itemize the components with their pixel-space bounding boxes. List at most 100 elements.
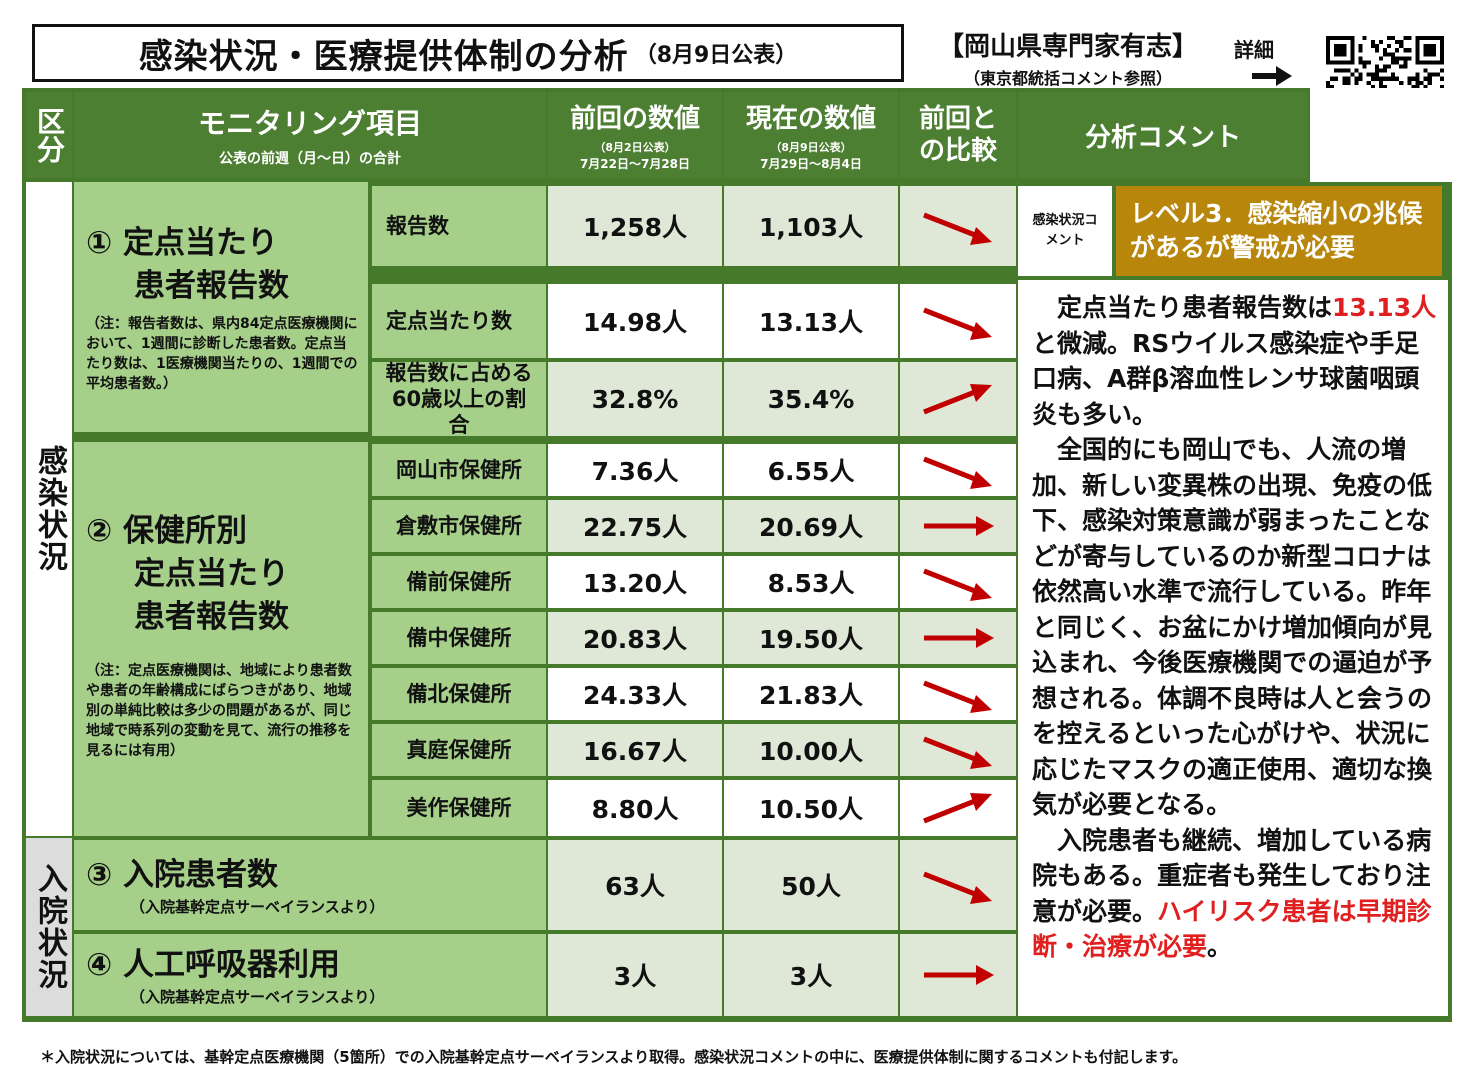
row-prev-value: 1,258人 bbox=[548, 186, 722, 266]
trend-down-arrow-icon bbox=[923, 456, 992, 489]
row-item-label: 倉敷市保健所 bbox=[372, 500, 546, 552]
row-curr-value: 13.13人 bbox=[724, 284, 898, 358]
row-trend bbox=[900, 362, 1016, 436]
comment-p3-red: ハイリスク患者は早期診断・治療が必要 bbox=[1032, 896, 1432, 962]
trend-flat-arrow-icon bbox=[924, 516, 994, 536]
title-date: （8月9日公表） bbox=[634, 43, 798, 68]
row-trend bbox=[900, 500, 1016, 552]
group-1-name-1: ① 定点当たり bbox=[86, 225, 279, 261]
org-name: 【岡山県専門家有志】 bbox=[937, 32, 1198, 62]
group-1: ① 定点当たり 患者報告数 （注：報告者数は、県内84定点医療機関において、1週… bbox=[74, 182, 368, 432]
group-4: ④ 人工呼吸器利用 （入院基幹定点サーベイランスより） bbox=[74, 934, 546, 1016]
comment-p1-red: 13.13人 bbox=[1332, 293, 1437, 322]
row-item-label: 報告数 bbox=[372, 186, 546, 266]
row-trend bbox=[900, 612, 1016, 664]
level-label: 感染状況コメント bbox=[1018, 186, 1112, 276]
row-trend bbox=[900, 186, 1016, 266]
row-prev-value: 16.67人 bbox=[548, 724, 722, 776]
comment-p3: 入院患者も継続、増加している病院もある。重症者も発生しており注意が必要。ハイリス… bbox=[1032, 823, 1438, 965]
row-prev-value: 8.80人 bbox=[548, 780, 722, 836]
row-trend bbox=[900, 444, 1016, 496]
row-item-label: 報告数に占める60歳以上の割合 bbox=[372, 361, 546, 437]
col-prev-label: 前回の数値 bbox=[569, 104, 700, 134]
row-curr-value: 19.50人 bbox=[724, 612, 898, 664]
row-item-label: 真庭保健所 bbox=[372, 724, 546, 776]
group-2: ② 保健所別 定点当たり 患者報告数 （注：定点医療機関は、地域により患者数や患… bbox=[74, 442, 368, 836]
trend-down-arrow-icon bbox=[923, 307, 992, 340]
group-4-note: （入院基幹定点サーベイランスより） bbox=[130, 987, 385, 1006]
group-3: ③ 入院患者数 （入院基幹定点サーベイランスより） bbox=[74, 840, 546, 930]
arrow-right-icon bbox=[1252, 66, 1292, 86]
row-item-label: 備前保健所 bbox=[372, 556, 546, 608]
trend-up-arrow-icon bbox=[923, 793, 992, 824]
group-2-name-2: 定点当たり bbox=[134, 556, 289, 592]
org-block: 【岡山県専門家有志】 （東京都統括コメント参照） bbox=[918, 26, 1218, 89]
col-category-label: 区分 bbox=[33, 107, 66, 163]
row-prev-value: 3人 bbox=[548, 934, 722, 1016]
col-compare: 前回との比較 bbox=[900, 92, 1016, 178]
row-trend bbox=[900, 780, 1016, 836]
level-badge: レベル3．感染縮小の兆候があるが警戒が必要 bbox=[1116, 186, 1442, 276]
org-sub: （東京都統括コメント参照） bbox=[963, 69, 1172, 88]
row-item-label: 備北保健所 bbox=[372, 668, 546, 720]
category-infection: 感染状況 bbox=[26, 182, 72, 836]
row-curr-value: 10.50人 bbox=[724, 780, 898, 836]
group-3-note: （入院基幹定点サーベイランスより） bbox=[130, 897, 385, 916]
row-item-label: 定点当たり数 bbox=[372, 284, 546, 358]
col-monitoring-sub: 公表の前週（月～日）の合計 bbox=[219, 151, 401, 167]
row-curr-value: 10.00人 bbox=[724, 724, 898, 776]
comment-p3-b: 。 bbox=[1207, 932, 1233, 961]
trend-down-arrow-icon bbox=[923, 736, 992, 769]
group-2-name-3: 患者報告数 bbox=[134, 599, 289, 635]
row-prev-value: 32.8% bbox=[548, 362, 722, 436]
detail-label: 詳細 bbox=[1234, 38, 1274, 62]
group-1-note: （注：報告者数は、県内84定点医療機関において、1週間に診断した患者数。定点当た… bbox=[86, 316, 358, 392]
comment-p3-a: 入院患者も継続、増加している病院もある。重症者も発生しており注意が必要。 bbox=[1032, 825, 1432, 926]
comment-p2: 全国的にも岡山でも、人流の増加、新しい変異株の出現、免疫の低下、感染対策意識が弱… bbox=[1032, 435, 1433, 819]
col-curr-sub2: 7月29日～8月4日 bbox=[760, 157, 862, 171]
analysis-table: 区分 モニタリング項目 公表の前週（月～日）の合計 前回の数値 （8月2日公表）… bbox=[22, 88, 1452, 1022]
comment-p1-b: と微減。RSウイルス感染症や手足口病、A群β溶血性レンサ球菌咽頭炎も多い。 bbox=[1032, 328, 1420, 429]
comment-p1-a: 定点当たり患者報告数は bbox=[1057, 293, 1333, 322]
row-trend bbox=[900, 556, 1016, 608]
col-curr-sub1: （8月9日公表） bbox=[770, 141, 852, 154]
group-2-name-1: ② 保健所別 bbox=[86, 513, 248, 549]
row-curr-value: 20.69人 bbox=[724, 500, 898, 552]
row-item-label: 岡山市保健所 bbox=[372, 444, 546, 496]
group-1-name-2: 患者報告数 bbox=[134, 268, 289, 304]
col-prev-sub1: （8月2日公表） bbox=[594, 141, 676, 154]
qr-area bbox=[1310, 88, 1452, 182]
row-item-label: 美作保健所 bbox=[372, 780, 546, 836]
row-curr-value: 1,103人 bbox=[724, 186, 898, 266]
title-box: 感染状況・医療提供体制の分析 （8月9日公表） bbox=[32, 24, 904, 82]
trend-down-arrow-icon bbox=[923, 871, 992, 904]
trend-up-arrow-icon bbox=[923, 384, 992, 415]
row-trend bbox=[900, 724, 1016, 776]
col-monitoring: モニタリング項目 公表の前週（月～日）の合計 bbox=[74, 92, 546, 178]
col-curr-label: 現在の数値 bbox=[745, 104, 876, 134]
page-title: 感染状況・医療提供体制の分析 bbox=[138, 36, 629, 77]
col-prev-sub2: 7月22日～7月28日 bbox=[579, 157, 691, 171]
col-prev: 前回の数値 （8月2日公表） 7月22日～7月28日 bbox=[548, 92, 722, 178]
group-4-name: ④ 人工呼吸器利用 bbox=[86, 946, 341, 983]
col-curr: 現在の数値 （8月9日公表） 7月29日～8月4日 bbox=[724, 92, 898, 178]
category-hospital: 入院状況 bbox=[26, 838, 72, 1016]
row-curr-value: 35.4% bbox=[724, 362, 898, 436]
trend-down-arrow-icon bbox=[923, 212, 992, 245]
row-prev-value: 13.20人 bbox=[548, 556, 722, 608]
trend-flat-arrow-icon bbox=[924, 628, 994, 648]
row-prev-value: 22.75人 bbox=[548, 500, 722, 552]
row-curr-value: 50人 bbox=[724, 840, 898, 930]
trend-flat-arrow-icon bbox=[924, 965, 994, 985]
row-prev-value: 7.36人 bbox=[548, 444, 722, 496]
col-comment: 分析コメント bbox=[1018, 92, 1308, 178]
row-curr-value: 8.53人 bbox=[724, 556, 898, 608]
group-2-note: （注：定点医療機関は、地域により患者数や患者の年齢構成にばらつきがあり、地域別の… bbox=[86, 663, 352, 759]
row-curr-value: 3人 bbox=[724, 934, 898, 1016]
trend-down-arrow-icon bbox=[923, 568, 992, 601]
col-monitoring-label: モニタリング項目 bbox=[197, 107, 422, 140]
footnote: ＊入院状況については、基幹定点医療機関（5箇所）での入院基幹定点サーベイランスよ… bbox=[40, 1048, 1188, 1066]
row-trend bbox=[900, 840, 1016, 930]
trend-down-arrow-icon bbox=[923, 680, 992, 713]
row-prev-value: 14.98人 bbox=[548, 284, 722, 358]
